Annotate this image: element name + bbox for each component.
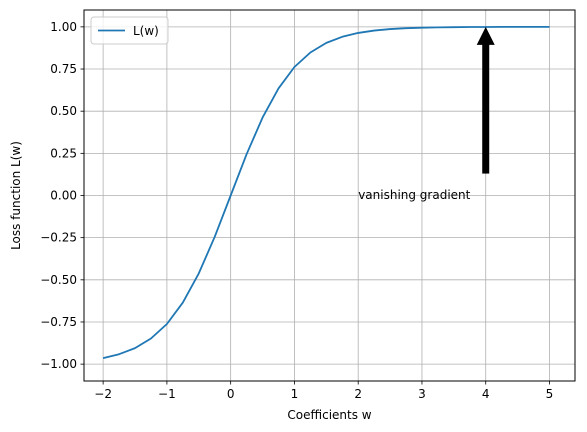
x-tick-label: −2	[94, 387, 112, 401]
y-tick-label: 1.00	[50, 20, 77, 34]
y-tick-label: −0.75	[40, 315, 77, 329]
x-tick-label: 2	[354, 387, 362, 401]
grid	[84, 10, 575, 381]
y-tick-label: 0.50	[50, 104, 77, 118]
y-axis-ticks: −1.00 −0.75 −0.50 −0.25 0.00 0.25 0.50 0.75 1.00	[40, 20, 84, 371]
legend-box	[90, 16, 169, 45]
x-tick-label: 0	[227, 387, 235, 401]
x-tick-label: 1	[291, 387, 299, 401]
legend-label: L(w)	[133, 24, 159, 38]
y-tick-label: −0.25	[40, 231, 77, 245]
y-tick-label: 0.00	[50, 189, 77, 203]
x-tick-label: 3	[418, 387, 426, 401]
y-tick-label: −1.00	[40, 357, 77, 371]
y-tick-label: 0.75	[50, 62, 77, 76]
y-tick-label: 0.25	[50, 146, 77, 160]
x-tick-label: 5	[546, 387, 554, 401]
x-axis-ticks: −2 −1 0 1 2 3 4 5	[94, 381, 553, 401]
y-tick-label: −0.50	[40, 273, 77, 287]
annotation-arrowhead	[476, 26, 495, 45]
legend: L(w)	[90, 16, 169, 45]
annotations-layer: vanishing gradient	[358, 26, 495, 202]
annotation-text: vanishing gradient	[358, 188, 470, 202]
x-axis-label: Coefficients w	[287, 408, 371, 422]
x-tick-label: 4	[482, 387, 490, 401]
annotation-arrow-shaft	[482, 43, 490, 174]
x-tick-label: −1	[158, 387, 176, 401]
y-axis-label: Loss function L(w)	[9, 141, 23, 250]
series-layer	[102, 25, 550, 359]
series-line	[102, 25, 550, 359]
